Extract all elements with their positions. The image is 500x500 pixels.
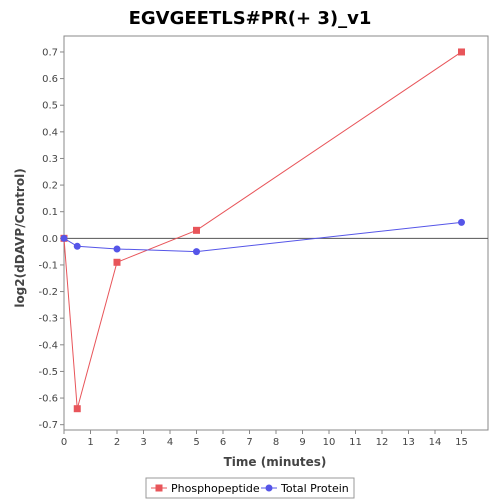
x-tick-label: 2 <box>114 437 120 448</box>
x-axis-label: Time (minutes) <box>224 455 327 469</box>
chart-title: EGVGEETLS#PR(+ 3)_v1 <box>129 8 372 29</box>
legend-marker-circle <box>265 484 273 492</box>
y-tick-label: -0.7 <box>38 420 58 431</box>
legend-label: Total Protein <box>280 482 349 495</box>
x-tick-label: 11 <box>349 437 362 448</box>
y-tick-label: 0.5 <box>42 101 58 112</box>
legend-marker-square <box>155 484 163 492</box>
data-point-phosphopeptide <box>193 226 200 234</box>
data-point-total-protein <box>60 234 68 242</box>
y-tick-label: 0.4 <box>42 127 58 138</box>
legend-box <box>145 477 355 499</box>
x-tick-label: 0 <box>61 437 67 448</box>
y-tick-label: 0.0 <box>42 234 58 245</box>
plot-border <box>63 35 489 431</box>
y-tick-label: 0.6 <box>42 74 58 85</box>
data-point-phosphopeptide <box>73 405 81 413</box>
y-tick-label: 0.2 <box>42 181 58 192</box>
data-point-total-protein <box>113 245 121 253</box>
x-tick-label: 13 <box>402 437 415 448</box>
y-tick-label: -0.5 <box>38 367 58 378</box>
y-tick-label: 0.3 <box>42 154 58 165</box>
legend-label: Phosphopeptide <box>171 482 260 495</box>
y-tick-label: -0.2 <box>38 287 58 298</box>
x-tick-label: 7 <box>246 437 252 448</box>
data-point-total-protein <box>458 218 465 226</box>
y-tick-label: -0.6 <box>38 394 58 405</box>
y-tick-label: -0.4 <box>38 340 58 351</box>
y-tick-label: -0.1 <box>38 260 58 271</box>
data-point-total-protein <box>193 248 200 256</box>
x-tick-label: 9 <box>299 437 305 448</box>
y-tick-label: -0.3 <box>38 314 58 325</box>
x-tick-label: 12 <box>376 437 389 448</box>
x-tick-label: 3 <box>140 437 146 448</box>
legend: Phosphopeptide Total Protein <box>145 477 355 499</box>
plot-area: -0.7 -0.6 -0.5 -0.4 -0.3 -0.2 -0.1 0.0 0.1 0.2 0.3… <box>38 35 489 448</box>
x-tick-label: 15 <box>455 437 468 448</box>
x-tick-label: 5 <box>193 437 199 448</box>
x-tick-label: 4 <box>167 437 173 448</box>
x-tick-label: 1 <box>87 437 93 448</box>
data-point-phosphopeptide <box>113 258 121 266</box>
data-point-total-protein <box>73 242 81 250</box>
x-tick-label: 10 <box>323 437 336 448</box>
y-tick-label: 0.1 <box>42 207 58 218</box>
y-tick-label: 0.7 <box>42 47 58 58</box>
x-tick-label: 8 <box>273 437 279 448</box>
data-point-phosphopeptide <box>458 48 465 56</box>
y-axis-label: log2(dDAVP/Control) <box>13 168 27 307</box>
x-tick-label: 6 <box>220 437 226 448</box>
x-tick-label: 14 <box>429 437 442 448</box>
